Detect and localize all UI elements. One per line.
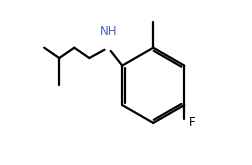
Text: NH: NH [99,25,117,38]
Text: F: F [188,116,195,129]
